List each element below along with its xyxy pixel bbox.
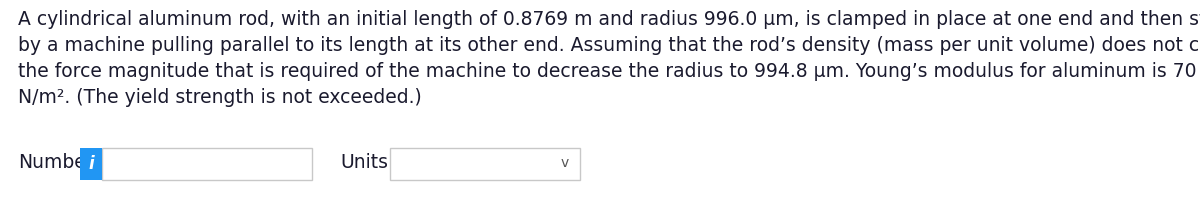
Bar (80, 148, 102, 180)
Text: the force magnitude that is required of the machine to decrease the radius to 99: the force magnitude that is required of … (18, 62, 1200, 81)
Text: N/m². (The yield strength is not exceeded.): N/m². (The yield strength is not exceede… (18, 88, 421, 107)
Bar (102, 148, 312, 180)
Text: v: v (560, 156, 569, 170)
Text: A cylindrical aluminum rod, with an initial length of 0.8769 m and radius 996.0 : A cylindrical aluminum rod, with an init… (18, 10, 1200, 29)
Text: Number: Number (18, 154, 94, 173)
Bar (390, 148, 580, 180)
Text: Units: Units (340, 154, 388, 173)
Text: i: i (88, 155, 94, 173)
Text: by a machine pulling parallel to its length at its other end. Assuming that the : by a machine pulling parallel to its len… (18, 36, 1200, 55)
